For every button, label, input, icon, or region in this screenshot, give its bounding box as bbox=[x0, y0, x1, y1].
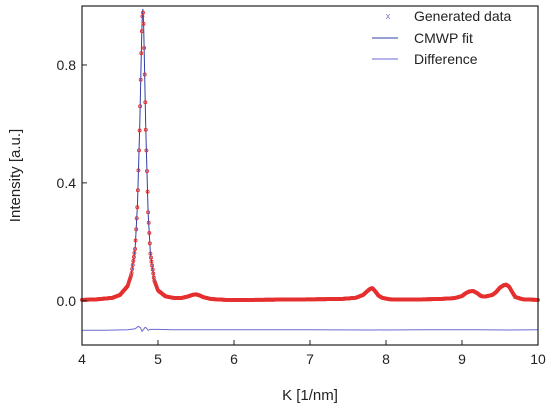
data-point bbox=[143, 127, 148, 132]
data-point bbox=[148, 251, 153, 256]
data-point bbox=[142, 72, 147, 77]
data-point bbox=[146, 220, 151, 225]
y-tick-label: 0.0 bbox=[57, 293, 77, 309]
data-point bbox=[130, 263, 135, 267]
data-point bbox=[136, 168, 141, 173]
data-point bbox=[147, 231, 152, 235]
data-point bbox=[140, 14, 145, 19]
x-tick-label: 8 bbox=[382, 351, 390, 367]
data-point bbox=[149, 259, 154, 264]
x-axis-label: K [1/nm] bbox=[282, 387, 338, 404]
data-point bbox=[139, 51, 144, 56]
data-point bbox=[141, 21, 146, 26]
data-point bbox=[151, 271, 156, 276]
data-point bbox=[134, 216, 139, 221]
data-point bbox=[130, 266, 135, 271]
data-point bbox=[141, 10, 145, 15]
x-tick-label: 5 bbox=[154, 351, 162, 367]
data-point bbox=[143, 100, 148, 105]
data-point bbox=[133, 238, 138, 243]
legend-label-cmwp-fit: CMWP fit bbox=[414, 30, 473, 46]
data-point bbox=[137, 128, 142, 133]
legend-marker-generated-data: x bbox=[386, 11, 391, 21]
axis-ticks: 4 5 6 7 8 9 10 0.0 0.4 0.8 bbox=[57, 57, 546, 367]
data-point bbox=[133, 247, 137, 251]
data-point bbox=[137, 148, 141, 153]
x-tick-label: 6 bbox=[230, 351, 238, 367]
data-point bbox=[138, 104, 143, 109]
data-point bbox=[145, 169, 149, 174]
data-point bbox=[131, 259, 136, 263]
data-point bbox=[127, 277, 132, 281]
data-point bbox=[138, 77, 143, 82]
data-point bbox=[132, 251, 137, 255]
legend-item-cmwp-fit: CMWP fit bbox=[372, 30, 473, 46]
data-point bbox=[129, 270, 134, 275]
x-tick-label: 4 bbox=[78, 351, 86, 367]
data-point bbox=[135, 188, 140, 193]
data-point bbox=[144, 148, 149, 153]
y-tick-label: 0.4 bbox=[57, 175, 77, 191]
series-line-difference bbox=[82, 325, 539, 333]
y-axis-label: Intensity [a.u.] bbox=[7, 129, 24, 222]
x-tick-label: 7 bbox=[306, 351, 314, 367]
legend: x Generated data CMWP fit Difference bbox=[372, 8, 512, 67]
plot-area bbox=[80, 8, 540, 333]
data-point bbox=[150, 267, 155, 272]
legend-label-generated-data: Generated data bbox=[414, 8, 512, 24]
data-point bbox=[149, 255, 153, 260]
data-point bbox=[142, 46, 147, 50]
legend-label-difference: Difference bbox=[414, 51, 478, 67]
data-point bbox=[126, 280, 131, 285]
series-points-generated-data bbox=[80, 10, 540, 302]
legend-item-difference: Difference bbox=[372, 51, 478, 67]
data-point bbox=[131, 255, 136, 259]
data-point bbox=[147, 241, 152, 246]
data-point bbox=[150, 263, 155, 268]
data-point bbox=[139, 29, 144, 34]
data-point bbox=[145, 189, 150, 194]
legend-item-generated-data: x Generated data bbox=[386, 8, 512, 24]
data-point bbox=[135, 205, 140, 210]
data-point bbox=[126, 282, 131, 287]
data-point bbox=[134, 227, 139, 232]
x-tick-label: 9 bbox=[458, 351, 466, 367]
data-point bbox=[146, 210, 151, 215]
y-tick-label: 0.8 bbox=[57, 57, 77, 73]
data-point bbox=[128, 275, 133, 280]
x-tick-label: 10 bbox=[530, 351, 546, 367]
